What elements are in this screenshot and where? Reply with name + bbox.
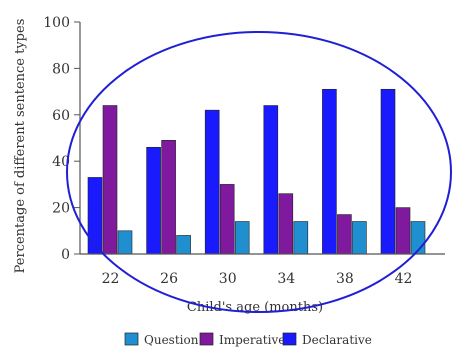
bar-question-26: [176, 235, 191, 255]
y-tick-label: 100: [43, 15, 70, 31]
bars: [87, 88, 426, 255]
bar-imperative-26: [161, 140, 176, 255]
y-tick-label: 20: [52, 201, 70, 217]
bar-imperative-42: [395, 207, 411, 255]
y-tick-label: 80: [52, 61, 70, 77]
legend-label-imperative: Imperative: [219, 333, 285, 347]
bar-question-38: [352, 221, 367, 255]
legend-label-question: Question: [144, 333, 199, 347]
x-tick-label: 26: [160, 271, 178, 287]
bar-declarative-34: [263, 105, 279, 255]
legend: Question Imperative Declarative: [124, 332, 372, 347]
bar-imperative-34: [278, 193, 294, 255]
x-tick-label: 34: [277, 271, 295, 287]
bar-question-30: [234, 221, 250, 255]
bar-declarative-38: [322, 88, 337, 255]
y-axis-ticks: 0 20 40 60 80 100: [43, 15, 80, 263]
bar-imperative-22: [102, 105, 118, 255]
bar-question-34: [293, 221, 309, 255]
bar-declarative-26: [146, 146, 161, 255]
bar-declarative-42: [380, 88, 396, 255]
x-tick-label: 22: [102, 271, 120, 287]
y-tick-label: 40: [52, 154, 70, 170]
bar-imperative-30: [219, 184, 235, 255]
bar-declarative-30: [204, 109, 220, 255]
x-tick-label: 38: [336, 271, 354, 287]
x-tick-label: 30: [219, 271, 237, 287]
x-axis-ticks: 22 26 30 34 38 42: [102, 271, 413, 287]
bar-question-22: [117, 230, 133, 255]
legend-swatch-declarative: [282, 332, 297, 346]
legend-swatch-question: [124, 332, 139, 346]
y-tick-label: 0: [61, 247, 70, 263]
y-tick-label: 60: [52, 108, 70, 124]
highlight-ellipse: [66, 31, 452, 313]
legend-swatch-imperative: [199, 332, 214, 346]
bar-declarative-22: [87, 177, 103, 255]
x-tick-label: 42: [395, 271, 413, 287]
y-axis-label: Percentage of different sentence types: [13, 19, 28, 274]
bar-imperative-38: [337, 214, 352, 255]
legend-label-declarative: Declarative: [302, 333, 372, 347]
